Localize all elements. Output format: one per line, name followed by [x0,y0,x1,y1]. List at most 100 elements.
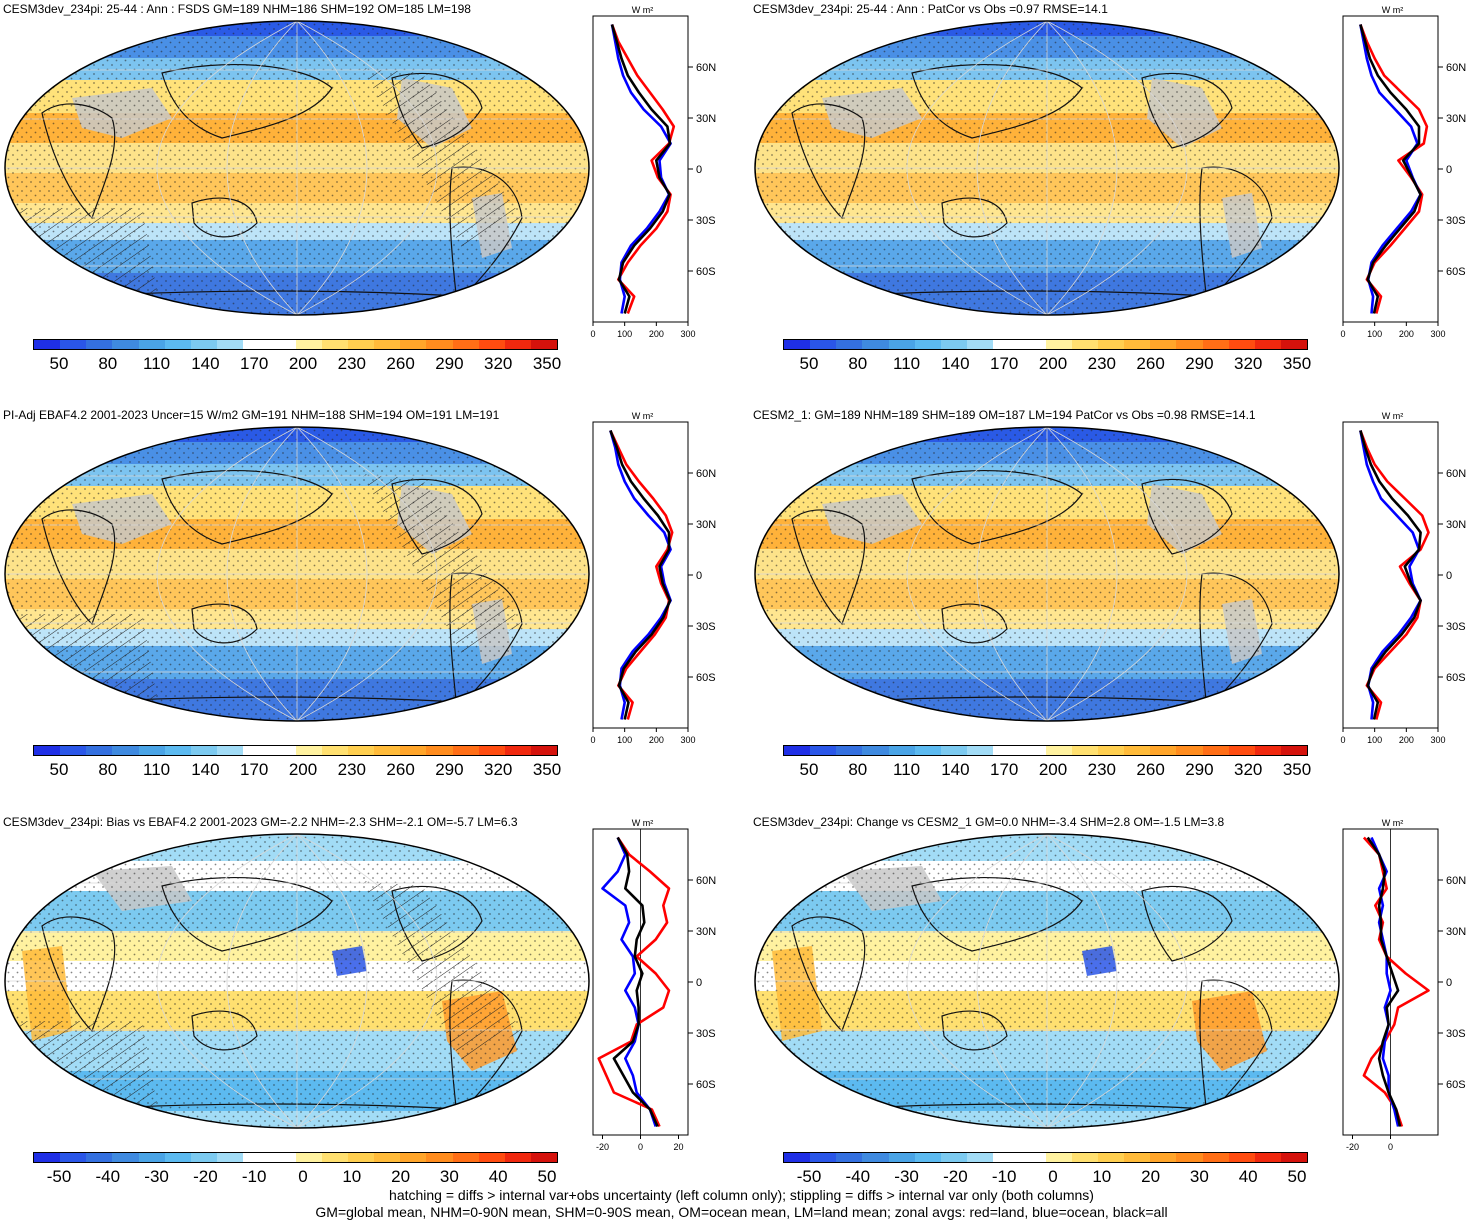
profile-lat-tick: 60N [696,468,716,480]
profile-lat-tick: 30S [696,621,716,633]
colorbar-swatch [1254,340,1281,349]
colorbar-swatch [295,1153,322,1162]
colorbar-label: -20 [943,1167,968,1186]
profile-unit-label: W m² [632,5,654,15]
colorbar-swatch [1124,746,1151,755]
colorbar-swatch [1228,1153,1255,1162]
profile-lat-tick: 0 [696,977,702,989]
zonal-mean-profile: W m² 60N 30N 0 30S 60S 0 100 200 300 [1340,411,1466,745]
colorbar-label: 80 [98,760,118,779]
colorbar-swatch [1124,340,1151,349]
colorbar-swatch [1124,1153,1151,1162]
colorbar-swatch [1071,1153,1098,1162]
colorbar-swatch [1097,746,1125,755]
colorbar-label: 260 [1136,354,1165,373]
colorbar-label: 320 [1234,354,1263,373]
colorbar-swatch [452,746,479,755]
profile-x-tick: 0 [1340,735,1345,745]
profile-lat-tick: 30S [696,215,716,227]
colorbar-swatch [1202,746,1229,755]
zonal-line-blue [1370,836,1400,1127]
colorbar-label: 290 [1185,354,1214,373]
colorbar-label: 80 [848,354,868,373]
colorbar-label: 140 [941,760,970,779]
colorbar-swatch [295,340,322,349]
profile-x-tick: 20 [673,1142,683,1152]
colorbar-swatch [784,1153,811,1162]
colorbar-label: 140 [191,760,220,779]
colorbar-label: 320 [484,354,513,373]
global-map [4,833,590,1129]
colorbar-swatch [914,746,941,755]
colorbar-label: 20 [1141,1167,1161,1186]
zonal-line-black [609,430,672,720]
colorbar-swatch [400,746,427,755]
colorbar-swatch [347,1153,375,1162]
panel-5: CESM3dev_234pi: Bias vs EBAF4.2 2001-202… [0,813,740,1213]
colorbar-swatch [993,340,1020,349]
colorbar-swatch [504,1153,531,1162]
footnote-line-1: hatching = diffs > internal var+obs unce… [389,1187,1094,1203]
colorbar-label: 170 [240,760,269,779]
colorbar-label: 230 [1087,760,1116,779]
colorbar-label: 290 [435,760,464,779]
colorbar-swatch [321,1153,348,1162]
colorbar-swatch [400,1153,427,1162]
colorbar-label: 320 [1234,760,1263,779]
colorbar-label: -50 [46,1167,72,1186]
colorbar-swatch [217,746,244,755]
zonal-mean-profile: W m² 60N 30N 0 30S 60S 0 100 200 300 [590,411,716,745]
colorbar-swatch [86,746,113,755]
colorbar-label: 170 [990,354,1019,373]
colorbar-swatch [836,1153,863,1162]
colorbar-swatch [269,340,296,349]
colorbar-swatch [530,1153,558,1162]
colorbar-swatch [138,746,165,755]
colorbar-swatch [1202,1153,1229,1162]
colorbar-label: 200 [1038,760,1068,779]
profile-x-tick: 300 [680,735,695,745]
colorbar-swatch [112,340,139,349]
colorbar-label: 110 [143,760,171,779]
colorbar-swatch [60,746,87,755]
colorbar-swatch [243,340,270,349]
profile-x-tick: 300 [680,329,695,339]
colorbar-label: -40 [95,1167,121,1186]
colorbar-swatch [34,1153,61,1162]
colorbar-label: 110 [893,354,921,373]
colorbar-swatch [347,340,375,349]
profile-lat-tick: 30N [696,113,716,125]
colorbar-swatch [112,1153,139,1162]
profile-lat-tick: 0 [1446,164,1452,176]
colorbar-swatch [374,1153,401,1162]
profile-unit-label: W m² [1382,818,1404,828]
colorbar-swatch [478,340,505,349]
panel-title: CESM2_1: GM=189 NHM=189 SHM=189 OM=187 L… [753,408,1256,422]
colorbar-swatch [452,1153,479,1162]
colorbar-swatch [426,1153,453,1162]
colorbar-swatch [138,1153,165,1162]
colorbar-swatch [1097,1153,1125,1162]
profile-lat-tick: 60N [696,875,716,887]
colorbar-swatch [530,340,558,349]
colorbar-swatch [1176,1153,1203,1162]
colorbar-label: -10 [241,1167,267,1186]
colorbar-label: 350 [532,760,562,779]
colorbar-swatch [1150,1153,1177,1162]
profile-lat-tick: 60N [1446,468,1466,480]
colorbar-label: 50 [49,760,69,779]
colorbar-label: 50 [799,354,819,373]
colorbar-label: 350 [532,354,562,373]
profile-x-tick: 0 [638,1142,643,1152]
colorbar-swatch [321,340,348,349]
colorbar-swatch [1228,340,1255,349]
profile-x-tick: 0 [590,735,595,745]
colorbar-swatch [217,340,244,349]
colorbar [33,745,558,756]
profile-x-tick: -20 [1346,1142,1359,1152]
colorbar-swatch [967,1153,994,1162]
colorbar-label: 40 [1238,1167,1258,1186]
zonal-line-red [609,429,674,720]
colorbar-swatch [426,746,453,755]
profile-x-tick: 200 [1399,735,1414,745]
